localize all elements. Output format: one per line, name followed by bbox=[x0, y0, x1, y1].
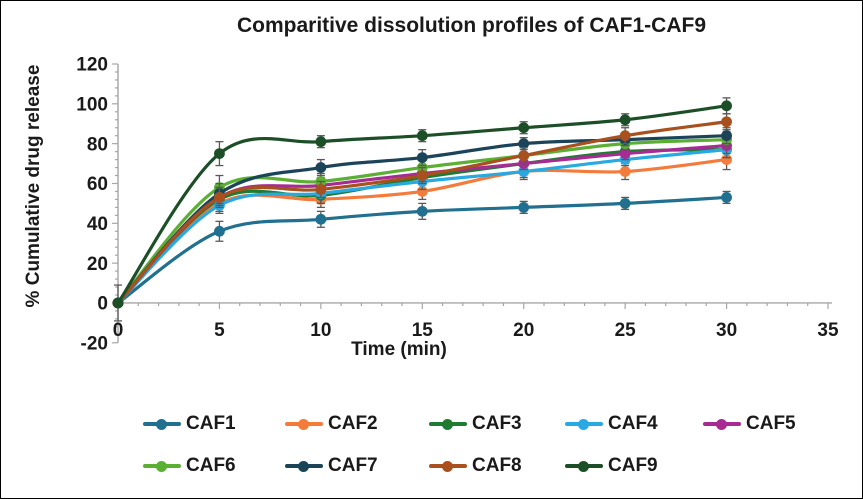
svg-text:80: 80 bbox=[87, 134, 108, 155]
svg-text:120: 120 bbox=[76, 55, 108, 76]
data-point-CAF1 bbox=[518, 201, 530, 213]
data-point-CAF9 bbox=[416, 130, 428, 142]
data-point-CAF9 bbox=[315, 136, 327, 148]
series-CAF1 bbox=[112, 190, 732, 322]
data-point-CAF1 bbox=[315, 213, 327, 225]
svg-text:5: 5 bbox=[214, 320, 225, 341]
data-point-CAF9 bbox=[619, 114, 631, 126]
data-point-CAF5 bbox=[619, 148, 631, 160]
svg-text:30: 30 bbox=[716, 320, 737, 341]
svg-text:35: 35 bbox=[817, 320, 839, 341]
x-axis-title: Time (min) bbox=[351, 339, 447, 360]
data-point-CAF7 bbox=[721, 130, 732, 142]
svg-text:60: 60 bbox=[87, 174, 108, 195]
data-point-CAF7 bbox=[416, 152, 428, 163]
data-point-CAF8 bbox=[721, 116, 732, 128]
data-point-CAF2 bbox=[619, 166, 631, 177]
data-point-CAF1 bbox=[619, 198, 631, 209]
svg-text:0: 0 bbox=[97, 294, 108, 315]
data-point-CAF1 bbox=[721, 192, 732, 203]
chart-title: Comparitive dissolution profiles of CAF1… bbox=[236, 14, 707, 37]
data-point-CAF1 bbox=[416, 205, 428, 217]
svg-text:25: 25 bbox=[615, 320, 637, 341]
svg-text:40: 40 bbox=[87, 214, 108, 235]
data-point-CAF7 bbox=[315, 162, 327, 173]
data-point-CAF2 bbox=[721, 154, 732, 165]
data-point-CAF8 bbox=[416, 170, 428, 181]
svg-text:20: 20 bbox=[513, 320, 534, 341]
data-point-CAF9 bbox=[112, 297, 124, 309]
data-point-CAF9 bbox=[214, 148, 225, 160]
svg-text:100: 100 bbox=[76, 94, 108, 115]
data-point-CAF8 bbox=[315, 184, 327, 195]
data-point-CAF8 bbox=[518, 150, 530, 162]
series-CAF9 bbox=[112, 97, 732, 309]
data-point-CAF4 bbox=[518, 166, 530, 177]
data-point-CAF8 bbox=[214, 192, 225, 203]
data-point-CAF2 bbox=[416, 186, 428, 197]
data-point-CAF9 bbox=[518, 122, 530, 134]
data-point-CAF8 bbox=[619, 130, 631, 142]
data-point-CAF7 bbox=[518, 138, 530, 150]
svg-text:15: 15 bbox=[412, 320, 434, 341]
svg-text:-20: -20 bbox=[81, 333, 108, 354]
data-point-CAF9 bbox=[721, 100, 732, 112]
svg-text:20: 20 bbox=[87, 254, 108, 275]
svg-text:10: 10 bbox=[310, 320, 331, 341]
data-point-CAF1 bbox=[214, 225, 225, 237]
svg-text:0: 0 bbox=[113, 320, 124, 341]
